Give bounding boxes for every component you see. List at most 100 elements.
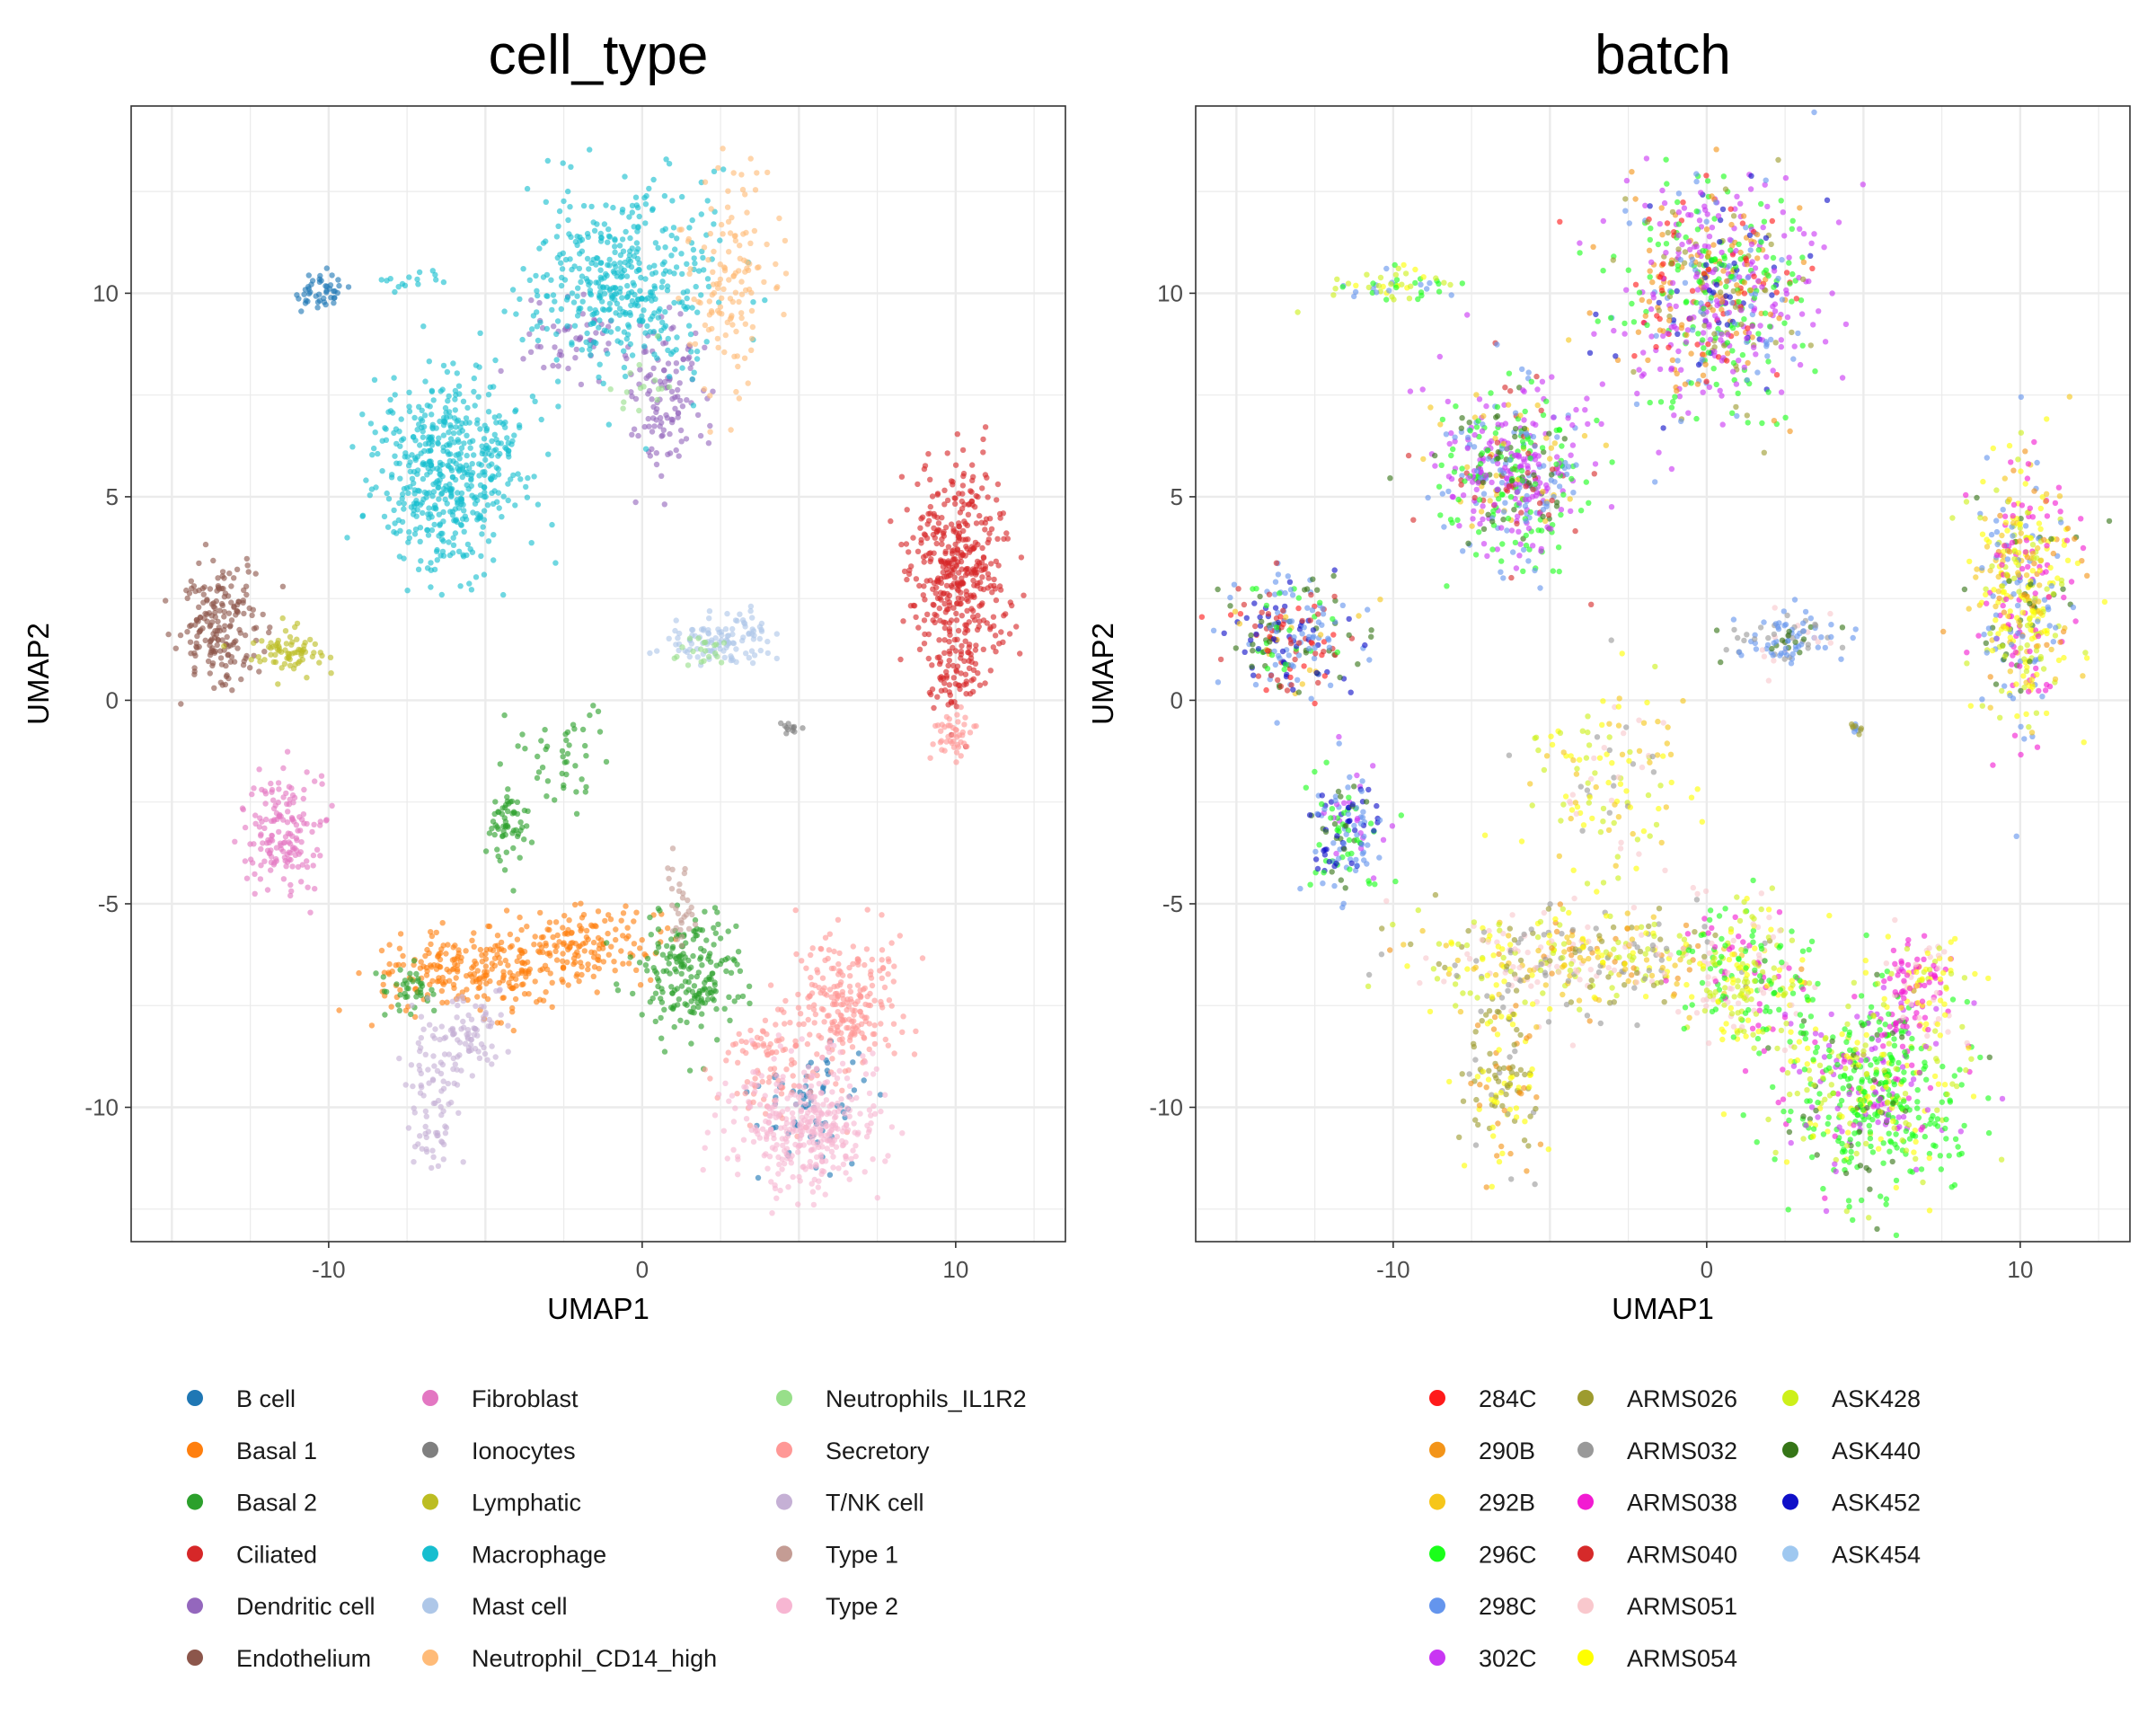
data-point: [617, 285, 623, 292]
data-point: [242, 824, 249, 831]
data-point: [1523, 518, 1529, 525]
data-point: [261, 649, 268, 655]
data-point: [1000, 510, 1007, 517]
data-point: [835, 1165, 842, 1172]
data-point: [1452, 438, 1458, 445]
data-point: [1704, 178, 1711, 184]
data-point: [1540, 507, 1547, 513]
data-point: [690, 246, 697, 253]
data-point: [940, 569, 947, 576]
data-point: [724, 610, 730, 617]
data-point: [228, 617, 235, 624]
data-point: [317, 650, 323, 656]
data-point: [440, 1078, 446, 1084]
data-point: [1588, 601, 1595, 607]
data-point: [433, 929, 439, 936]
data-point: [439, 974, 446, 981]
data-point: [888, 1124, 896, 1130]
data-point: [918, 516, 924, 522]
data-point: [702, 322, 709, 329]
data-point: [791, 723, 798, 730]
data-point: [397, 986, 403, 994]
data-point: [605, 341, 612, 347]
data-point: [863, 1134, 870, 1140]
data-point: [806, 1139, 813, 1146]
data-point: [847, 1034, 853, 1040]
data-point: [690, 1004, 697, 1011]
data-point: [669, 198, 676, 204]
data-point: [711, 221, 717, 227]
data-point: [513, 311, 519, 317]
data-point: [658, 284, 665, 290]
data-point: [1458, 482, 1464, 488]
data-point: [243, 583, 250, 589]
data-point: [1497, 467, 1504, 473]
data-point: [925, 451, 932, 457]
data-point: [633, 909, 640, 916]
data-point: [660, 427, 667, 433]
data-point: [968, 659, 975, 666]
data-point: [578, 381, 585, 388]
data-point: [621, 364, 628, 371]
data-point: [1771, 284, 1777, 290]
data-point: [810, 1104, 817, 1111]
data-point: [1811, 231, 1817, 237]
data-point: [707, 230, 713, 237]
data-point: [921, 617, 928, 624]
data-point: [941, 619, 947, 625]
data-point: [925, 510, 932, 518]
data-point: [605, 323, 612, 330]
data-point: [189, 585, 195, 592]
data-point: [493, 420, 499, 426]
data-point: [936, 605, 943, 612]
data-point: [417, 525, 424, 531]
data-point: [1719, 393, 1725, 399]
data-point: [830, 1154, 836, 1160]
data-point: [310, 862, 316, 869]
data-point: [707, 422, 713, 429]
data-point: [311, 821, 317, 827]
data-point: [970, 607, 976, 615]
data-point: [1599, 381, 1606, 387]
data-point: [685, 897, 691, 904]
data-point: [222, 590, 229, 597]
data-point: [1747, 186, 1754, 192]
data-point: [666, 305, 673, 311]
data-point: [517, 819, 524, 826]
data-point: [1647, 268, 1653, 274]
data-point: [1525, 525, 1533, 532]
data-point: [476, 984, 483, 991]
data-point: [431, 521, 437, 528]
data-point: [421, 447, 428, 455]
data-point: [931, 550, 937, 556]
data-point: [1498, 446, 1506, 452]
data-point: [218, 600, 225, 607]
data-point: [580, 202, 588, 209]
data-point: [492, 1054, 499, 1060]
data-point: [552, 948, 559, 955]
data-point: [843, 1170, 849, 1176]
data-point: [243, 555, 250, 562]
data-point: [1473, 424, 1480, 430]
data-point: [946, 682, 953, 688]
data-point: [707, 951, 713, 957]
data-point: [890, 1021, 897, 1027]
data-point: [964, 627, 971, 633]
data-point: [961, 501, 968, 508]
data-point: [447, 424, 455, 430]
data-point: [755, 1174, 762, 1181]
data-point: [1657, 399, 1665, 405]
data-point: [417, 501, 424, 509]
data-point: [279, 583, 287, 589]
data-point: [608, 317, 614, 323]
data-point: [637, 288, 643, 294]
data-point: [695, 298, 702, 305]
data-point: [965, 597, 971, 605]
data-point: [607, 329, 614, 335]
data-point: [172, 645, 179, 651]
data-point: [542, 727, 548, 733]
data-point: [477, 426, 483, 432]
data-point: [636, 960, 643, 966]
data-point: [415, 281, 421, 288]
data-point: [831, 965, 837, 972]
